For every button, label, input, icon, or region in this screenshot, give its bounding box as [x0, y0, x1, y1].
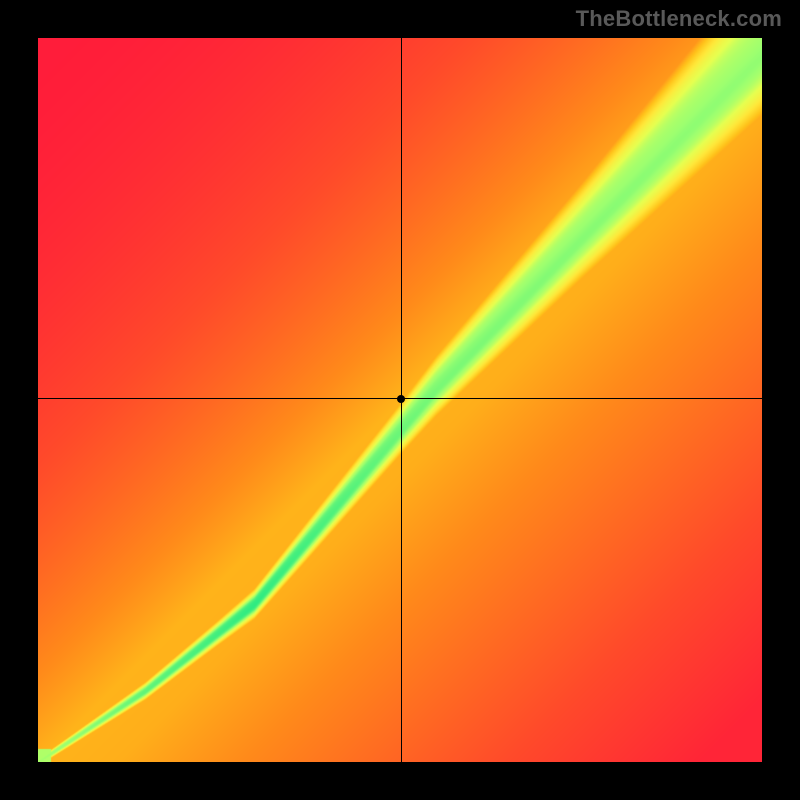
crosshair-marker [397, 395, 405, 403]
chart-container: TheBottleneck.com [0, 0, 800, 800]
watermark-label: TheBottleneck.com [576, 6, 782, 32]
